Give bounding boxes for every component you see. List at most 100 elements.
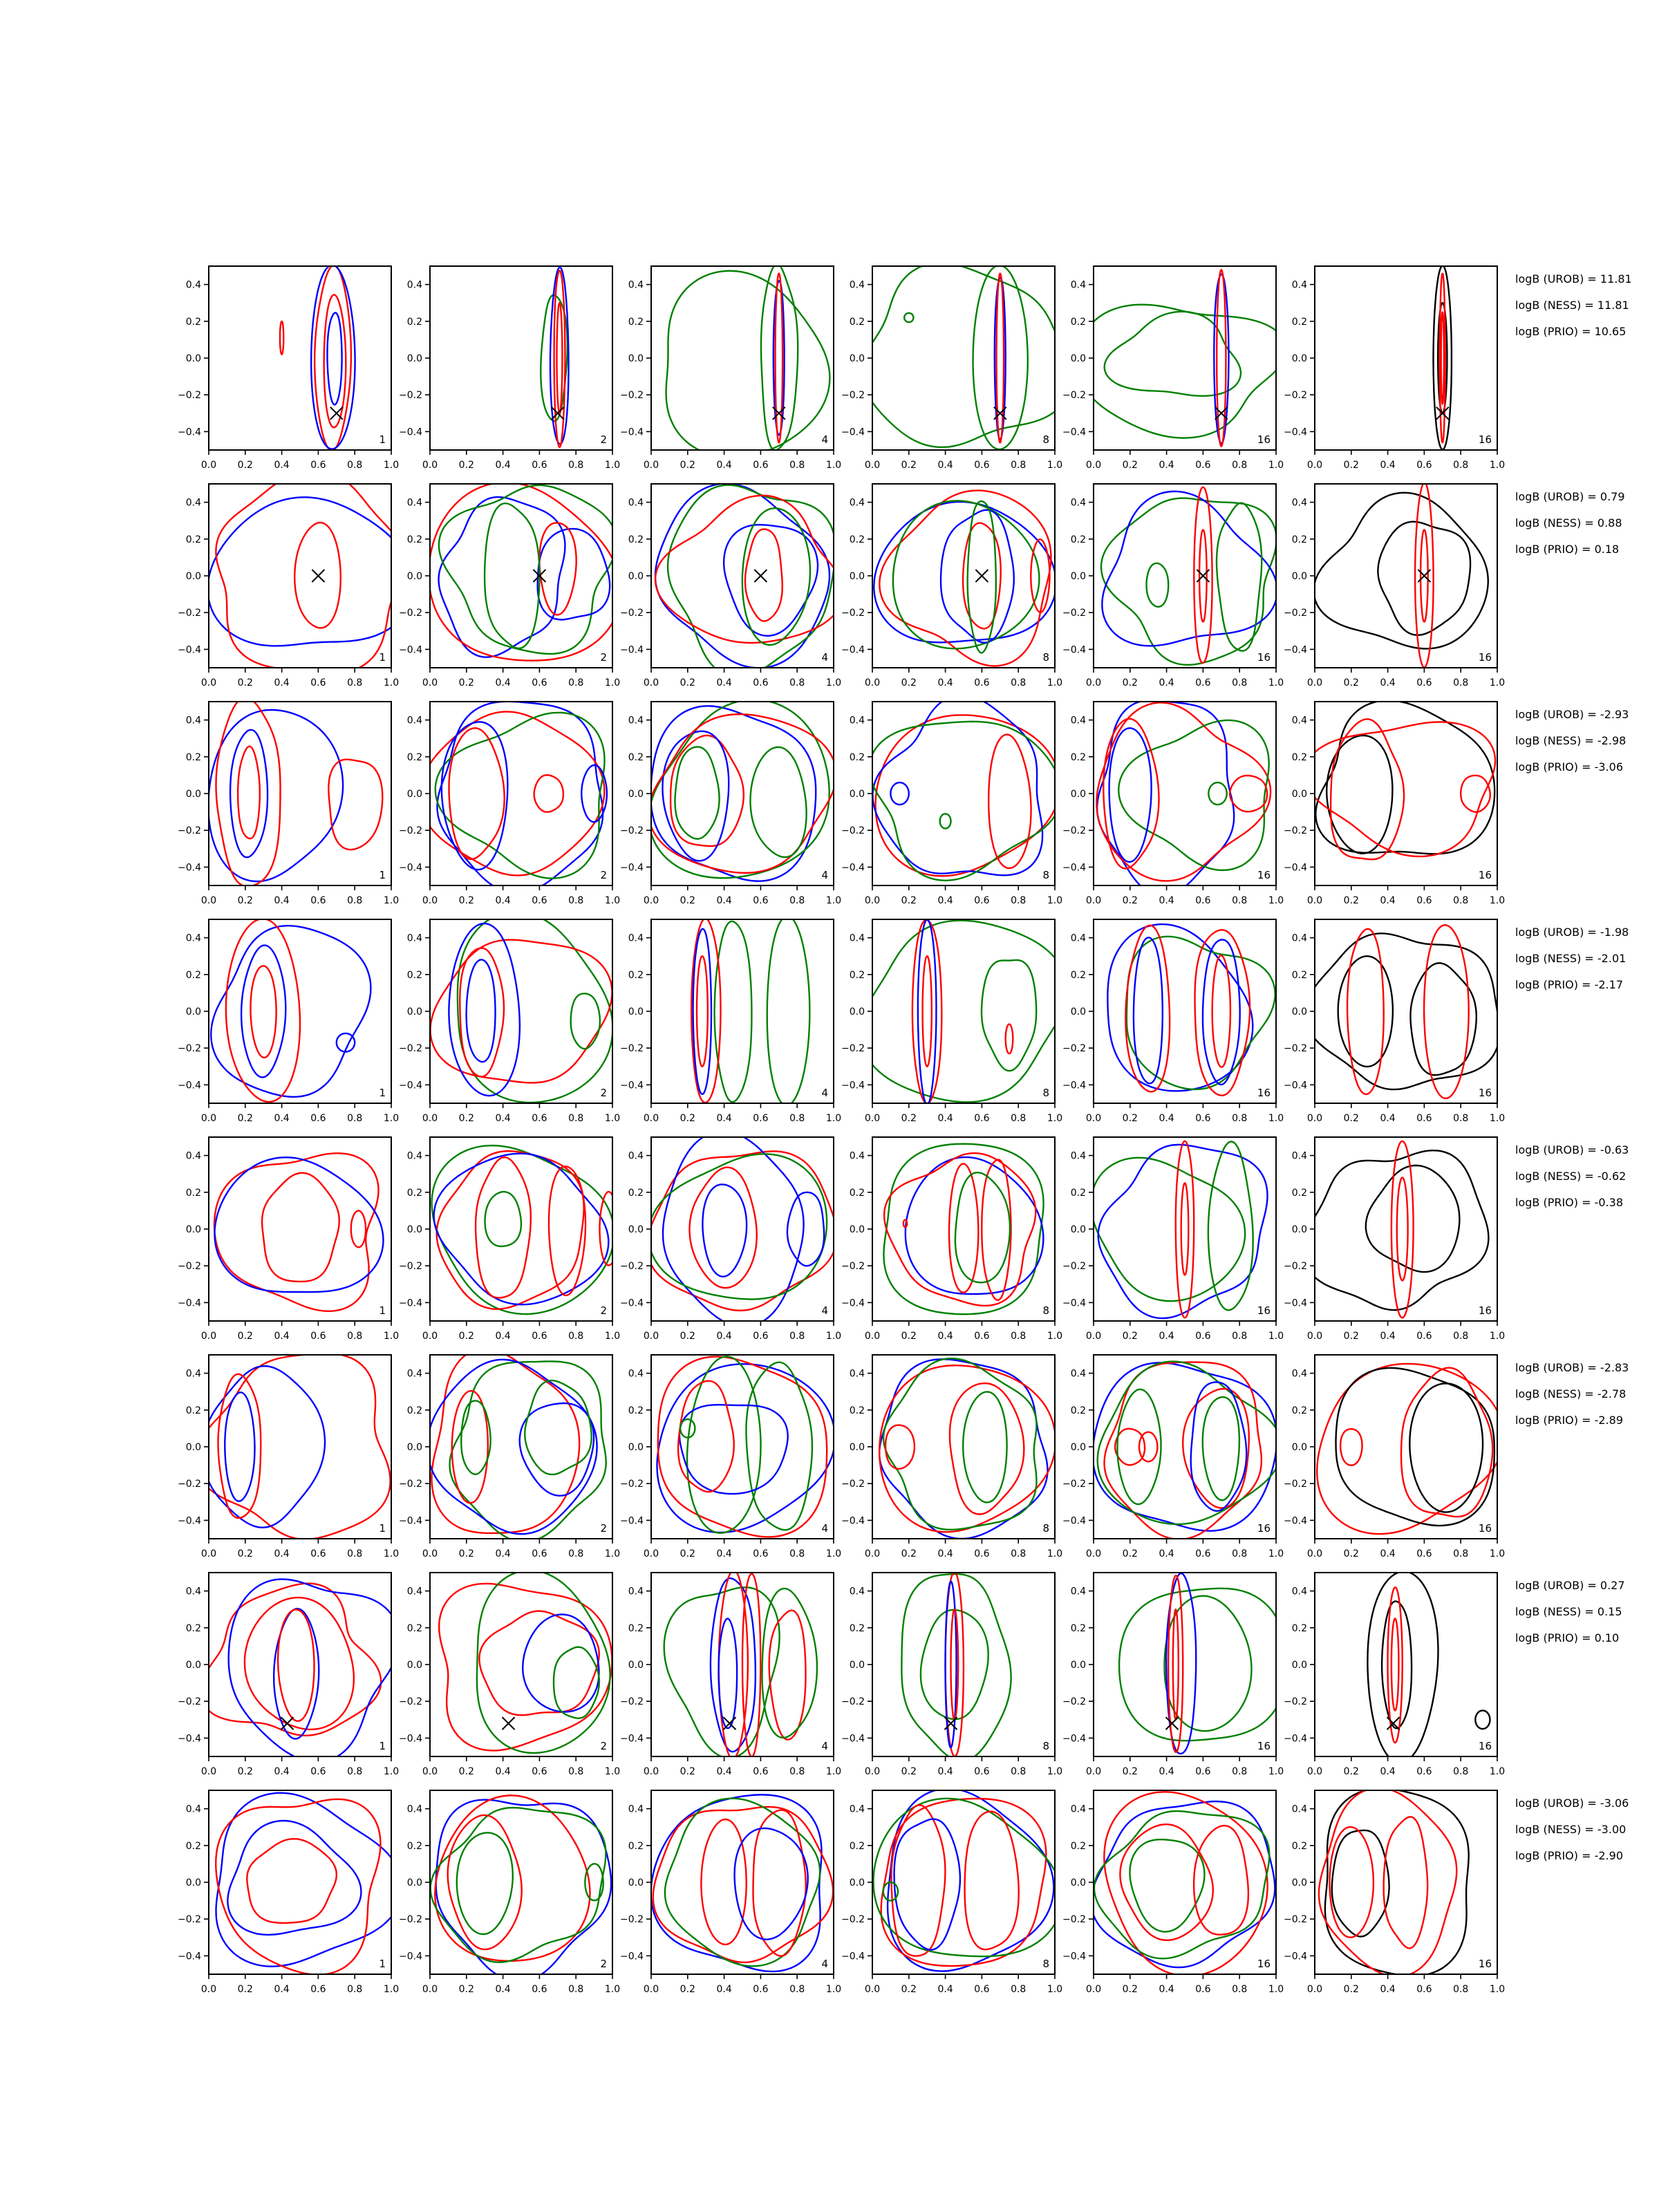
- x-tick-label: 1.0: [1490, 1984, 1505, 1995]
- panel-label: 2: [600, 1087, 607, 1099]
- contour-green: [872, 720, 1055, 881]
- contour-red: [1103, 1791, 1268, 1974]
- contour-group: [431, 1144, 612, 1315]
- x-tick-label: 0.8: [789, 895, 805, 906]
- y-tick-label: 0.4: [628, 498, 644, 509]
- contour-blue: [873, 500, 1055, 644]
- true-value-marker: [532, 569, 547, 583]
- x-tick-label: 0.0: [201, 1548, 216, 1559]
- panel-r4-c6: 0.0 0.2 0.4 0.6 0.8 1.0 0.4 0.2 0.0 −0.2 −0.4 16: [1284, 919, 1505, 1124]
- x-tick-label: 0.2: [901, 460, 917, 471]
- contour-red: [1119, 1824, 1214, 1941]
- x-tick-label: 0.6: [974, 1766, 989, 1777]
- contour-red: [1167, 1575, 1184, 1753]
- contour-red: [434, 1794, 591, 1962]
- x-tick-label: 0.8: [789, 1766, 805, 1777]
- contour-blue: [209, 1365, 326, 1528]
- contour-group: [209, 1578, 391, 1756]
- panel-label: 8: [1042, 1522, 1049, 1535]
- contour-blue: [581, 764, 608, 823]
- x-tick-label: 0.6: [753, 895, 768, 906]
- y-tick-label: 0.0: [628, 1006, 644, 1018]
- contour-group: [1094, 1791, 1276, 1974]
- x-tick-label: 0.4: [495, 1984, 510, 1995]
- x-tick-label: 0.2: [1344, 1113, 1359, 1124]
- x-tick-label: 0.2: [680, 1113, 695, 1124]
- contour-red: [948, 1382, 1025, 1515]
- logb-value: logB (PRIO) = -2.90: [1515, 1849, 1623, 1862]
- y-tick-label: 0.2: [1292, 752, 1307, 763]
- contour-green: [430, 1806, 607, 1963]
- contour-red: [447, 1814, 523, 1951]
- x-tick-label: 0.0: [644, 1113, 659, 1124]
- x-tick-label: 0.2: [1123, 1984, 1138, 1995]
- x-tick-label: 1.0: [826, 1113, 841, 1124]
- contour-red: [981, 1159, 1012, 1302]
- x-tick-label: 1.0: [384, 677, 399, 688]
- y-tick-label: 0.2: [628, 1188, 644, 1199]
- contour-green: [1103, 310, 1242, 397]
- contour-red: [431, 1355, 581, 1535]
- x-tick-label: 0.8: [1453, 1548, 1468, 1559]
- panel-label: 16: [1257, 433, 1271, 446]
- panel-label: 8: [1042, 433, 1049, 446]
- panel-label: 16: [1479, 869, 1492, 881]
- x-tick-label: 1.0: [1490, 460, 1505, 471]
- x-tick-label: 0.8: [1011, 1766, 1026, 1777]
- contour-blue: [549, 266, 570, 445]
- contour-green: [1096, 1360, 1276, 1526]
- x-tick-label: 0.0: [201, 1113, 216, 1124]
- x-tick-label: 0.0: [865, 1984, 880, 1995]
- x-tick-label: 0.4: [937, 677, 953, 688]
- contour-blue: [944, 1580, 957, 1749]
- y-tick-label: 0.0: [1292, 1877, 1307, 1888]
- contour-red: [1382, 1816, 1429, 1949]
- x-tick-label: 0.2: [1123, 1331, 1138, 1342]
- x-tick-label: 1.0: [1268, 1548, 1284, 1559]
- x-tick-label: 0.2: [459, 460, 474, 471]
- contour-red: [695, 955, 709, 1067]
- y-tick-label: −0.4: [620, 1951, 644, 1962]
- panel-label: 16: [1479, 651, 1492, 664]
- x-tick-label: 0.0: [1307, 895, 1322, 906]
- contour-green: [741, 507, 812, 646]
- x-tick-label: 0.4: [937, 1984, 953, 1995]
- x-tick-label: 0.4: [937, 895, 953, 906]
- x-tick-label: 1.0: [826, 1548, 841, 1559]
- contour-red: [879, 489, 1052, 667]
- contour-group: [1315, 484, 1489, 668]
- y-tick-label: 0.0: [850, 1442, 865, 1453]
- true-value-marker: [944, 1716, 958, 1730]
- x-tick-label: 0.4: [274, 677, 289, 688]
- x-tick-label: 0.6: [1416, 1984, 1432, 1995]
- x-tick-label: 0.0: [1086, 1766, 1101, 1777]
- logb-value: logB (PRIO) = 0.10: [1515, 1631, 1619, 1644]
- contour-group: [1118, 1573, 1276, 1755]
- x-tick-label: 1.0: [384, 1766, 399, 1777]
- contour-group: [209, 702, 384, 885]
- contour-green: [980, 959, 1038, 1072]
- x-tick-label: 0.8: [1453, 460, 1468, 471]
- y-tick-label: 0.0: [407, 1006, 422, 1018]
- contour-red: [1387, 1586, 1403, 1744]
- contour-blue: [656, 1363, 834, 1534]
- contour-green: [570, 993, 601, 1050]
- contour-group: [210, 919, 372, 1103]
- y-tick-label: 0.0: [407, 1224, 422, 1235]
- contour-group: [209, 1355, 391, 1539]
- x-tick-label: 0.0: [422, 1984, 438, 1995]
- contour-red: [215, 1798, 382, 1974]
- panel-label: 8: [1042, 869, 1049, 881]
- y-tick-label: 0.4: [1071, 715, 1086, 727]
- y-tick-label: 0.4: [850, 1804, 865, 1815]
- panel-label: 8: [1042, 1087, 1049, 1099]
- contour-group: [1315, 702, 1497, 861]
- y-tick-label: 0.0: [628, 1660, 644, 1671]
- x-tick-label: 0.0: [865, 895, 880, 906]
- contour-group: [430, 484, 612, 662]
- y-tick-label: 0.2: [628, 1623, 644, 1634]
- contour-blue: [310, 266, 356, 450]
- x-tick-label: 0.6: [532, 677, 547, 688]
- y-tick-label: 0.4: [407, 1586, 422, 1597]
